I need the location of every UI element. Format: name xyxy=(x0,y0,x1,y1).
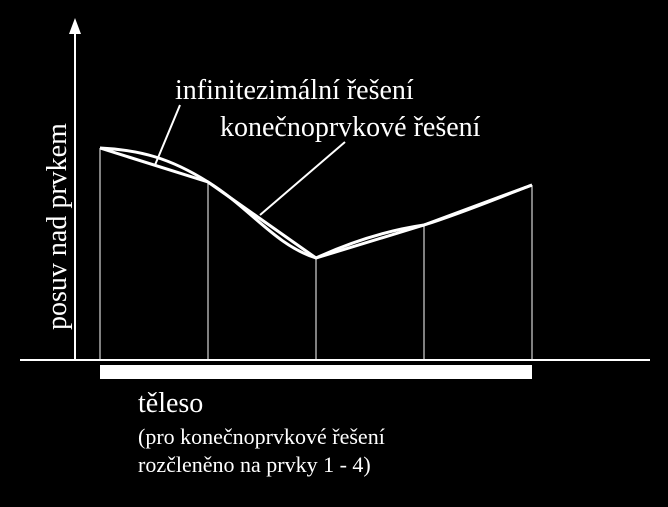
body-bar xyxy=(100,365,532,379)
fem-diagram: posuv nad prvkem infinitezimální řešení … xyxy=(0,0,668,507)
y-axis-label: posuv nad prvkem xyxy=(42,123,74,330)
x-axis-sub-label-1: (pro konečnoprvkové řešení xyxy=(138,424,385,450)
leader-smooth xyxy=(155,105,180,165)
piecewise-curve xyxy=(100,148,532,258)
leader-piecewise xyxy=(260,142,345,215)
x-axis-sub-label-2: rozčleněno na prvky 1 - 4) xyxy=(138,452,371,478)
piecewise-curve-label: konečnoprvkové řešení xyxy=(220,112,480,144)
smooth-curve-label: infinitezimální řešení xyxy=(175,75,414,107)
y-axis-arrow-head xyxy=(69,18,81,34)
x-axis-main-label: těleso xyxy=(138,388,203,420)
smooth-curve xyxy=(100,148,532,258)
